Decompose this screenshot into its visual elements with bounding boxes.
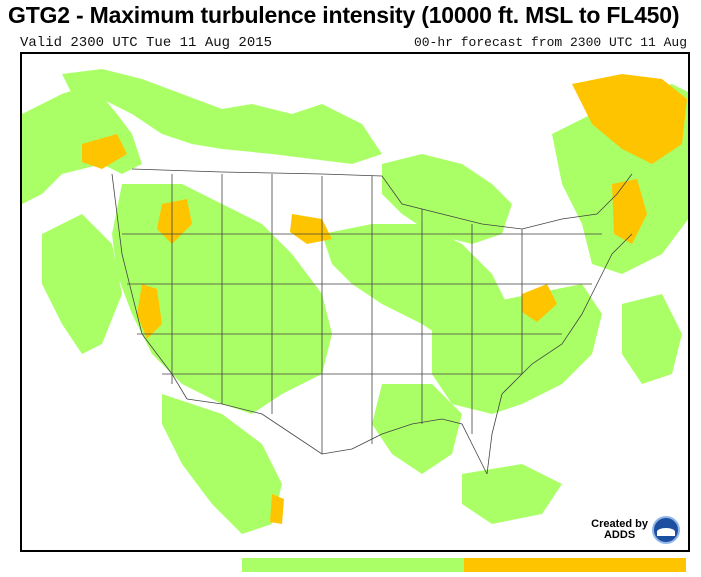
quebec-moderate — [612, 179, 647, 244]
mexico-moderate — [270, 494, 284, 524]
gulf-coastline — [351, 418, 488, 475]
noaa-logo-icon — [652, 516, 680, 544]
pacific-sw-area — [42, 214, 122, 354]
caribbean-area — [462, 464, 562, 524]
credit-badge: Created by ADDS — [591, 516, 680, 544]
us-mexico-border — [186, 398, 353, 455]
map-borders — [111, 168, 633, 475]
map-canvas — [22, 69, 688, 534]
atlantic-area — [622, 294, 682, 384]
great-lakes-area — [382, 154, 512, 244]
legend-moderate — [464, 558, 686, 572]
appalachian-moderate — [522, 284, 557, 322]
mexico-area — [162, 394, 282, 534]
credit-text: Created by ADDS — [591, 519, 648, 541]
wyoming-moderate — [290, 214, 332, 244]
legend-none — [20, 558, 242, 572]
east-us-area — [432, 284, 602, 414]
north-canada-area — [62, 69, 382, 164]
sierra-moderate — [137, 284, 162, 339]
labrador-moderate — [572, 74, 687, 164]
gulf-area — [372, 384, 462, 474]
intensity-legend — [20, 558, 686, 572]
west-coastline — [111, 173, 188, 400]
map-title: GTG2 - Maximum turbulence intensity (100… — [8, 2, 680, 28]
state-lines-2 — [122, 233, 602, 375]
east-coastline — [486, 233, 633, 475]
northern-rockies-moderate — [157, 199, 192, 244]
moderate-turbulence-areas — [82, 74, 687, 524]
forecast-time: 00-hr forecast from 2300 UTC 11 Aug — [413, 35, 687, 50]
credit-line1: Created by — [591, 518, 648, 530]
light-turbulence-areas — [22, 69, 688, 534]
canada-us-border — [131, 168, 633, 230]
bc-moderate — [82, 134, 127, 169]
state-lines-1 — [171, 174, 523, 454]
credit-line2: ADDS — [603, 529, 636, 541]
turbulence-map: Created by ADDS — [20, 52, 690, 552]
legend-light — [242, 558, 464, 572]
valid-time: Valid 2300 UTC Tue 11 Aug 2015 — [20, 35, 273, 51]
